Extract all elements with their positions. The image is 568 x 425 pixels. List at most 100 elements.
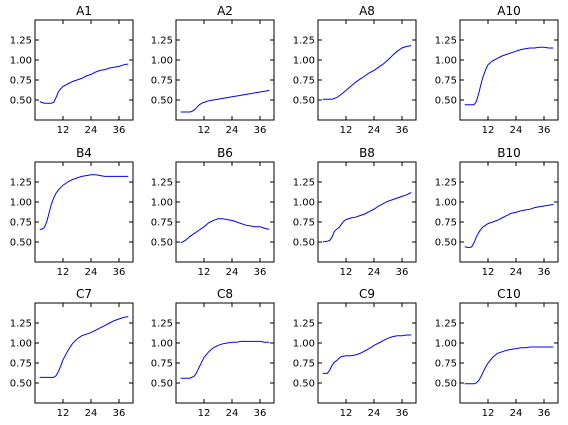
y-tick-label: 0.50 — [293, 96, 315, 107]
y-tick-label: 0.75 — [151, 218, 173, 229]
subplot-title: B4 — [76, 146, 92, 160]
axes-frame — [317, 302, 417, 404]
x-tick-label: 24 — [510, 408, 523, 419]
series-line — [39, 174, 129, 230]
x-tick-label: 36 — [113, 408, 126, 419]
x-tick-label: 12 — [482, 125, 495, 136]
y-tick-label: 1.00 — [435, 339, 457, 350]
subplot-title: C7 — [76, 287, 92, 301]
y-tick-label: 1.25 — [10, 319, 32, 330]
y-tick-label: 1.25 — [293, 36, 315, 47]
x-tick-label: 12 — [198, 408, 211, 419]
series-line — [464, 46, 554, 106]
x-tick-label: 36 — [396, 267, 409, 278]
y-tick-label: 0.75 — [435, 359, 457, 370]
y-tick-label: 1.00 — [293, 339, 315, 350]
series-line — [39, 316, 129, 378]
x-tick-label: 12 — [198, 267, 211, 278]
series-line — [180, 89, 270, 113]
series-line — [322, 191, 412, 243]
axes-frame — [175, 302, 275, 404]
series-line — [464, 203, 554, 249]
x-tick-label: 36 — [396, 125, 409, 136]
y-tick-label: 1.00 — [151, 198, 173, 209]
y-tick-label: 0.75 — [293, 359, 315, 370]
x-tick-label: 24 — [510, 125, 523, 136]
y-tick-label: 1.25 — [435, 319, 457, 330]
x-tick-label: 36 — [113, 267, 126, 278]
subplot-A1: A1 0.50 0.75 1.00 1.25 12 24 36 — [10, 4, 134, 136]
y-tick-label: 1.25 — [151, 319, 173, 330]
axes-frame — [459, 302, 559, 404]
y-tick-label: 1.25 — [293, 178, 315, 189]
subplot-title: B6 — [217, 146, 233, 160]
y-tick-label: 1.00 — [293, 198, 315, 209]
y-tick-label: 1.00 — [435, 56, 457, 67]
y-tick-label: 1.00 — [10, 339, 32, 350]
axes-frame — [34, 19, 134, 121]
y-tick-label: 1.25 — [293, 319, 315, 330]
subplot-title: A1 — [76, 4, 92, 18]
y-tick-label: 1.00 — [151, 339, 173, 350]
x-tick-label: 12 — [57, 267, 70, 278]
x-tick-label: 12 — [340, 125, 353, 136]
y-tick-label: 0.75 — [435, 218, 457, 229]
subplot-A2: A2 0.50 0.75 1.00 1.25 12 24 36 — [151, 4, 275, 136]
subplot-title: B8 — [359, 146, 375, 160]
y-tick-label: 0.75 — [293, 76, 315, 87]
y-tick-label: 0.50 — [10, 238, 32, 249]
x-tick-label: 24 — [85, 408, 98, 419]
subplot-C9: C9 0.50 0.75 1.00 1.25 12 24 36 — [293, 287, 417, 419]
y-tick-label: 0.50 — [435, 238, 457, 249]
x-tick-label: 24 — [510, 267, 523, 278]
y-tick-label: 1.25 — [10, 36, 32, 47]
y-tick-label: 0.50 — [10, 96, 32, 107]
y-tick-label: 0.75 — [151, 76, 173, 87]
x-tick-label: 36 — [538, 267, 551, 278]
y-tick-label: 0.75 — [151, 359, 173, 370]
x-tick-label: 12 — [340, 267, 353, 278]
y-tick-label: 0.50 — [293, 379, 315, 390]
x-tick-label: 36 — [396, 408, 409, 419]
x-tick-label: 36 — [254, 408, 267, 419]
x-tick-label: 12 — [57, 408, 70, 419]
axes-frame — [175, 19, 275, 121]
series-line — [322, 334, 412, 374]
x-tick-label: 24 — [368, 408, 381, 419]
y-tick-label: 0.50 — [10, 379, 32, 390]
x-tick-label: 36 — [113, 125, 126, 136]
subplot-title: C10 — [497, 287, 521, 301]
y-tick-label: 1.25 — [435, 178, 457, 189]
y-tick-label: 0.75 — [10, 359, 32, 370]
y-tick-label: 0.50 — [151, 238, 173, 249]
y-tick-label: 1.25 — [435, 36, 457, 47]
series-line — [180, 340, 270, 379]
y-tick-label: 1.25 — [151, 36, 173, 47]
axes-frame — [459, 19, 559, 121]
x-tick-label: 12 — [482, 408, 495, 419]
x-tick-label: 36 — [538, 125, 551, 136]
x-tick-label: 24 — [226, 125, 239, 136]
series-line — [180, 218, 270, 244]
subplot-B8: B8 0.50 0.75 1.00 1.25 12 24 36 — [293, 146, 417, 278]
y-tick-label: 1.00 — [293, 56, 315, 67]
subplot-title: A2 — [217, 4, 233, 18]
series-line — [322, 45, 412, 100]
y-tick-label: 0.50 — [151, 379, 173, 390]
subplot-title: A10 — [497, 4, 520, 18]
y-tick-label: 0.75 — [293, 218, 315, 229]
x-tick-label: 36 — [254, 125, 267, 136]
subplot-B6: B6 0.50 0.75 1.00 1.25 12 24 36 — [151, 146, 275, 278]
x-tick-label: 24 — [368, 125, 381, 136]
y-tick-label: 0.50 — [293, 238, 315, 249]
axes-frame — [34, 302, 134, 404]
y-tick-label: 0.75 — [435, 76, 457, 87]
axes-frame — [459, 161, 559, 263]
y-tick-label: 0.50 — [435, 96, 457, 107]
axes-frame — [34, 161, 134, 263]
axes-frame — [317, 19, 417, 121]
y-tick-label: 1.25 — [10, 178, 32, 189]
x-tick-label: 36 — [254, 267, 267, 278]
x-tick-label: 24 — [226, 267, 239, 278]
y-tick-label: 0.50 — [435, 379, 457, 390]
